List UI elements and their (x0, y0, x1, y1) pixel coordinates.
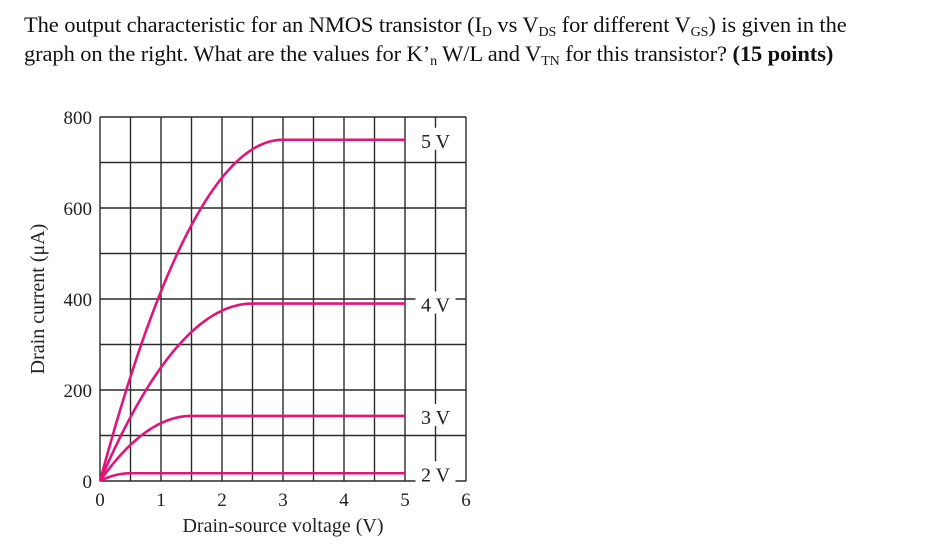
svg-text:3: 3 (278, 490, 288, 511)
curve-vgs-4v (98, 302, 405, 482)
curve-label-5v: 5 V (421, 131, 451, 153)
question-line-1: The output characteristic for an NMOS tr… (24, 12, 847, 40)
curve-label-4v: 4 V (421, 295, 451, 317)
y-axis-label: Drain current (μA) (27, 224, 49, 375)
y-axis-tick-labels: 0 200 400 600 800 (64, 108, 93, 493)
svg-text:6: 6 (461, 490, 471, 511)
curve-label-2v: 2 V (421, 464, 451, 486)
curve-vgs-2v (99, 471, 405, 483)
svg-text:4: 4 (339, 490, 349, 511)
svg-text:600: 600 (64, 199, 93, 220)
svg-text:800: 800 (64, 108, 93, 129)
chart-curves (98, 138, 405, 483)
svg-text:0: 0 (83, 472, 93, 493)
curve-vgs-5v (98, 138, 405, 482)
svg-text:2: 2 (217, 490, 227, 511)
question-text: The output characteristic for an NMOS tr… (24, 10, 939, 69)
svg-text:5: 5 (400, 490, 410, 511)
svg-text:0: 0 (95, 490, 105, 511)
curve-vgs-3v (98, 414, 405, 482)
svg-text:200: 200 (64, 381, 93, 402)
chart-grid (99, 116, 467, 482)
curve-labels: 5 V 4 V 3 V 2 V (415, 127, 456, 486)
x-axis-label: Drain-source voltage (V) (182, 515, 383, 537)
svg-text:1: 1 (156, 490, 166, 511)
x-axis-tick-labels: 0 1 2 3 4 5 6 (95, 490, 471, 511)
points-label: (15 points) (732, 41, 834, 66)
curve-label-3v: 3 V (421, 407, 451, 429)
svg-text:400: 400 (64, 290, 93, 311)
question-line-2: graph on the right. What are the values … (24, 41, 834, 69)
